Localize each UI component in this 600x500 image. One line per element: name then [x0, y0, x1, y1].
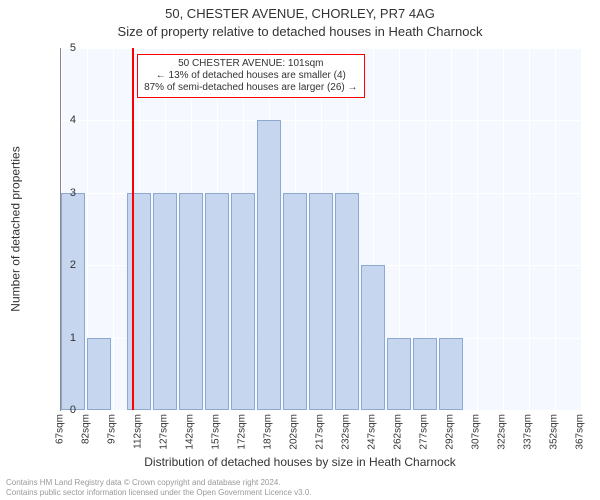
x-tick: 367sqm: [575, 414, 586, 450]
x-tick: 172sqm: [237, 414, 248, 450]
histogram-bar: [283, 193, 307, 410]
footer-attribution: Contains HM Land Registry data © Crown c…: [6, 478, 312, 498]
x-tick: 247sqm: [367, 414, 378, 450]
x-tick: 142sqm: [185, 414, 196, 450]
y-tick: 1: [46, 332, 76, 344]
histogram-bar: [205, 193, 229, 410]
y-tick: 2: [46, 259, 76, 271]
x-tick: 352sqm: [549, 414, 560, 450]
x-tick: 157sqm: [211, 414, 222, 450]
title-subtitle: Size of property relative to detached ho…: [0, 24, 600, 39]
title-address: 50, CHESTER AVENUE, CHORLEY, PR7 4AG: [0, 6, 600, 21]
x-tick: 97sqm: [107, 414, 118, 444]
histogram-bar: [127, 193, 151, 410]
x-tick: 67sqm: [55, 414, 66, 444]
x-tick: 112sqm: [133, 414, 144, 449]
x-tick: 337sqm: [523, 414, 534, 450]
x-tick: 217sqm: [315, 414, 326, 450]
histogram-bar: [153, 193, 177, 410]
histogram-bar: [61, 193, 85, 410]
histogram-bar: [309, 193, 333, 410]
histogram-bar: [413, 338, 437, 410]
x-tick: 307sqm: [471, 414, 482, 450]
x-tick: 262sqm: [393, 414, 404, 450]
x-tick: 292sqm: [445, 414, 456, 450]
x-tick: 232sqm: [341, 414, 352, 450]
histogram-bar: [231, 193, 255, 410]
property-marker-line: [132, 48, 134, 410]
histogram-bar: [439, 338, 463, 410]
x-tick: 322sqm: [497, 414, 508, 450]
y-tick: 3: [46, 187, 76, 199]
y-tick: 5: [46, 42, 76, 54]
histogram-plot: [60, 48, 581, 411]
x-tick: 127sqm: [159, 414, 170, 450]
x-tick: 202sqm: [289, 414, 300, 450]
histogram-bar: [387, 338, 411, 410]
histogram-bar: [87, 338, 111, 410]
x-tick: 277sqm: [419, 414, 430, 450]
y-axis-label: Number of detached properties: [8, 48, 24, 410]
histogram-bar: [361, 265, 385, 410]
histogram-bar: [257, 120, 281, 410]
histogram-bar: [179, 193, 203, 410]
y-tick: 4: [46, 114, 76, 126]
x-tick: 187sqm: [263, 414, 274, 450]
x-axis-label: Distribution of detached houses by size …: [0, 455, 600, 469]
x-tick: 82sqm: [81, 414, 92, 444]
histogram-bar: [335, 193, 359, 410]
annotation-box: 50 CHESTER AVENUE: 101sqm← 13% of detach…: [137, 54, 364, 98]
